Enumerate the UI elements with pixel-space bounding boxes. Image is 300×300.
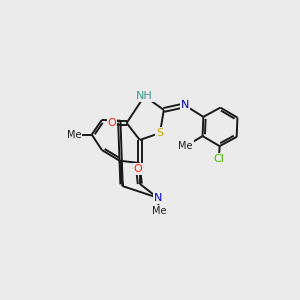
Text: O: O bbox=[107, 118, 116, 128]
Text: Cl: Cl bbox=[213, 154, 224, 164]
Text: N: N bbox=[153, 193, 162, 203]
Text: S: S bbox=[156, 128, 164, 138]
Text: Me: Me bbox=[152, 206, 167, 216]
Text: NH: NH bbox=[136, 91, 153, 101]
Text: Me: Me bbox=[67, 130, 81, 140]
Text: Me: Me bbox=[178, 141, 193, 151]
Text: N: N bbox=[181, 100, 189, 110]
Text: O: O bbox=[134, 164, 142, 174]
